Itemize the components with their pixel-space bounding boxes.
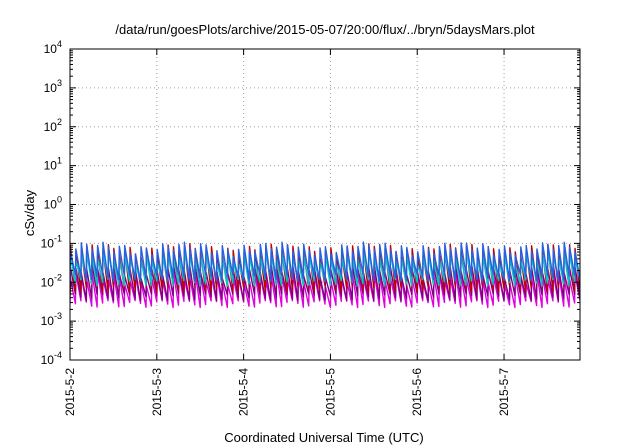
y-tick-label: 10-2 [41, 272, 62, 289]
axes [69, 48, 581, 361]
y-tick-label: 103 [44, 78, 62, 95]
tick-labels: 10-4 10-3 10-2 10-1 100 101 102 103 104 2015-5-2 2… [41, 39, 511, 416]
series-line-5 [70, 241, 580, 283]
x-axis-title: Coordinated Universal Time (UTC) [224, 430, 423, 445]
grid-lines [70, 49, 580, 360]
y-tick-label: 100 [44, 195, 62, 212]
plot-frame [69, 48, 581, 361]
x-tick-label: 2015-5-5 [323, 368, 337, 416]
x-tick-label: 2015-5-7 [497, 368, 511, 416]
x-tick-label: 2015-5-6 [410, 368, 424, 416]
y-tick-label: 104 [44, 39, 62, 56]
y-tick-label: 10-1 [41, 233, 62, 250]
data-series [70, 241, 580, 309]
x-tick-label: 2015-5-4 [237, 368, 251, 416]
chart-title: /data/run/goesPlots/archive/2015-05-07/2… [115, 22, 535, 37]
x-tick-label: 2015-5-2 [63, 368, 77, 416]
y-tick-label: 10-3 [41, 311, 62, 328]
y-tick-label: 102 [44, 117, 62, 134]
y-tick-label: 101 [44, 156, 62, 173]
y-tick-label: 10-4 [41, 350, 62, 367]
x-tick-label: 2015-5-3 [150, 368, 164, 416]
y-axis-title: cSv/day [22, 189, 37, 236]
